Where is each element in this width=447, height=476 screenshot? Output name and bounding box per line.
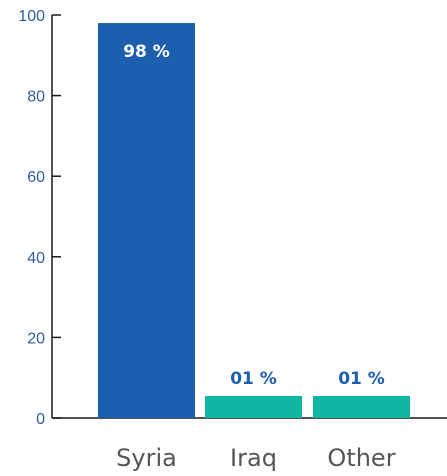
data-label-syria: 98 % <box>123 42 170 62</box>
y-tick-label: 0 <box>36 411 45 428</box>
x-category-label: Syria <box>116 444 177 472</box>
bar-other <box>313 396 410 418</box>
data-label-other: 01 % <box>338 369 385 389</box>
data-label-iraq: 01 % <box>230 369 277 389</box>
bars <box>98 23 410 419</box>
y-tick-label: 100 <box>18 8 45 25</box>
y-tick-label: 80 <box>27 89 45 106</box>
y-tick-label: 60 <box>27 169 45 186</box>
y-tick-label: 20 <box>27 330 45 347</box>
bar-iraq <box>205 396 302 418</box>
bar-syria <box>98 23 195 419</box>
data-labels: 98 % 01 % 01 % <box>123 42 385 389</box>
x-axis-labels: Syria Iraq Other <box>116 444 396 472</box>
y-tick-label: 40 <box>27 250 45 267</box>
x-category-label: Other <box>327 444 395 472</box>
y-axis: 0 20 40 60 80 100 <box>18 8 447 428</box>
x-category-label: Iraq <box>230 444 277 472</box>
